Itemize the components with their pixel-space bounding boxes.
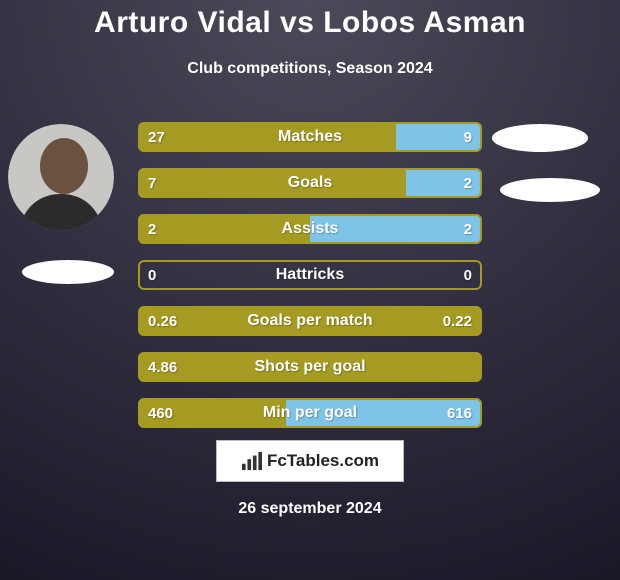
comparison-card: Arturo Vidal vs Lobos Asman Club competi… <box>0 0 620 580</box>
stat-row: Goals72 <box>138 168 482 198</box>
avatar-placeholder-icon <box>8 124 114 230</box>
fctables-logo-icon <box>241 451 263 471</box>
stat-row: Shots per goal4.86 <box>138 352 482 382</box>
date-caption: 26 september 2024 <box>0 500 620 518</box>
watermark-logo: FcTables.com <box>216 440 404 482</box>
stat-left-fill <box>138 122 396 152</box>
stat-row: Goals per match0.260.22 <box>138 306 482 336</box>
stat-row: Hattricks0 0 <box>138 260 482 290</box>
stat-row: Matches279 <box>138 122 482 152</box>
player-right-club-badge <box>500 178 600 202</box>
stat-row: Min per goal460616 <box>138 398 482 428</box>
stat-right-value: 0 <box>464 260 472 290</box>
stat-label: Hattricks <box>138 260 482 290</box>
stat-row: Assists22 <box>138 214 482 244</box>
player-left-club-badge <box>22 260 114 284</box>
stat-left-value: 0 <box>148 260 156 290</box>
page-title: Arturo Vidal vs Lobos Asman <box>0 6 620 40</box>
watermark-text: FcTables.com <box>267 451 379 471</box>
stat-border <box>138 260 482 290</box>
stat-left-fill <box>138 352 482 382</box>
stat-left-fill <box>138 398 286 428</box>
subtitle: Club competitions, Season 2024 <box>0 60 620 78</box>
stat-left-fill <box>138 214 310 244</box>
stat-right-fill <box>310 214 482 244</box>
stat-right-fill <box>286 398 482 428</box>
player-left-avatar <box>8 124 114 230</box>
stat-right-fill <box>406 168 482 198</box>
player-right-avatar-placeholder <box>492 124 588 152</box>
stat-left-fill <box>138 168 406 198</box>
stat-right-fill <box>396 122 482 152</box>
stat-left-fill <box>138 306 482 336</box>
stats-bars: Matches279 Goals72 Assists22 Hattricks0 0 Goa… <box>138 122 482 428</box>
